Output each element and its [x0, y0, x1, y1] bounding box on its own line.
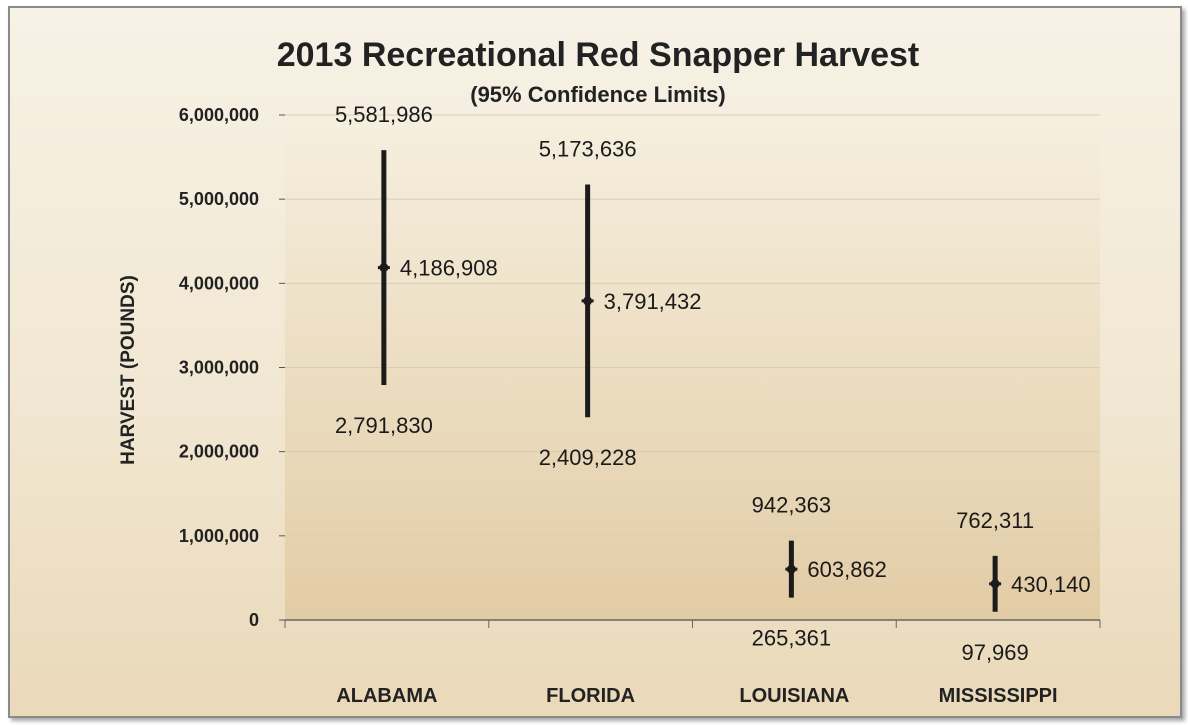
chart-subtitle: (95% Confidence Limits): [470, 82, 725, 107]
y-tick-label: 3,000,000: [179, 358, 259, 378]
upper-limit-label: 942,363: [752, 493, 832, 518]
y-axis-tick-labels: 0 1,000,000 2,000,000 3,000,000 4,000,000 5,0…: [179, 105, 259, 630]
y-axis-label: HARVEST (POUNDS): [118, 275, 139, 465]
mean-point: [583, 296, 593, 306]
mean-value-label: 3,791,432: [604, 289, 702, 314]
y-tick-label: 6,000,000: [179, 105, 259, 125]
x-tick-label: MISSISSIPPI: [939, 685, 1058, 707]
x-tick-label: ALABAMA: [336, 685, 437, 707]
lower-limit-label: 2,409,228: [539, 445, 637, 470]
x-tick-label: LOUISIANA: [739, 685, 849, 707]
data-labels: 5,581,986 4,186,908 2,791,830 5,173,636 3,79…: [335, 102, 1091, 665]
y-tick-label: 0: [249, 610, 259, 630]
y-tick-label: 1,000,000: [179, 526, 259, 546]
x-tick-label: FLORIDA: [546, 685, 635, 707]
lower-limit-label: 97,969: [961, 640, 1028, 665]
mean-point: [379, 263, 389, 273]
x-axis-category-labels: ALABAMA FLORIDA LOUISIANA MISSISSIPPI: [336, 685, 1057, 707]
y-tick-label: 5,000,000: [179, 189, 259, 209]
mean-value-label: 430,140: [1011, 572, 1091, 597]
mean-value-label: 603,862: [807, 557, 887, 582]
error-bars: [377, 150, 1002, 612]
mean-point: [786, 564, 796, 574]
upper-limit-label: 5,173,636: [539, 137, 637, 162]
gridlines: [279, 114, 1100, 621]
lower-limit-label: 2,791,830: [335, 413, 433, 438]
chart-title: 2013 Recreational Red Snapper Harvest: [277, 36, 920, 74]
y-tick-label: 2,000,000: [179, 442, 259, 462]
mean-value-label: 4,186,908: [400, 256, 498, 281]
y-tick-label: 4,000,000: [179, 273, 259, 293]
x-axis-ticks: [284, 620, 1101, 628]
mean-point: [990, 579, 1000, 589]
lower-limit-label: 265,361: [752, 626, 832, 651]
upper-limit-label: 762,311: [956, 508, 1034, 533]
upper-limit-label: 5,581,986: [335, 102, 433, 127]
